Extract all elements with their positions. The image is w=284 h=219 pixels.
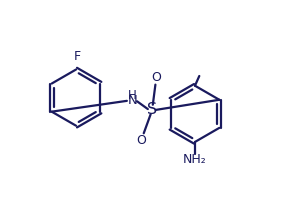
Text: O: O [151, 71, 161, 84]
Text: S: S [147, 102, 157, 117]
Text: F: F [74, 50, 81, 63]
Text: O: O [136, 134, 146, 147]
Text: NH₂: NH₂ [183, 153, 207, 166]
Text: N: N [128, 94, 137, 107]
Text: H: H [128, 89, 137, 102]
